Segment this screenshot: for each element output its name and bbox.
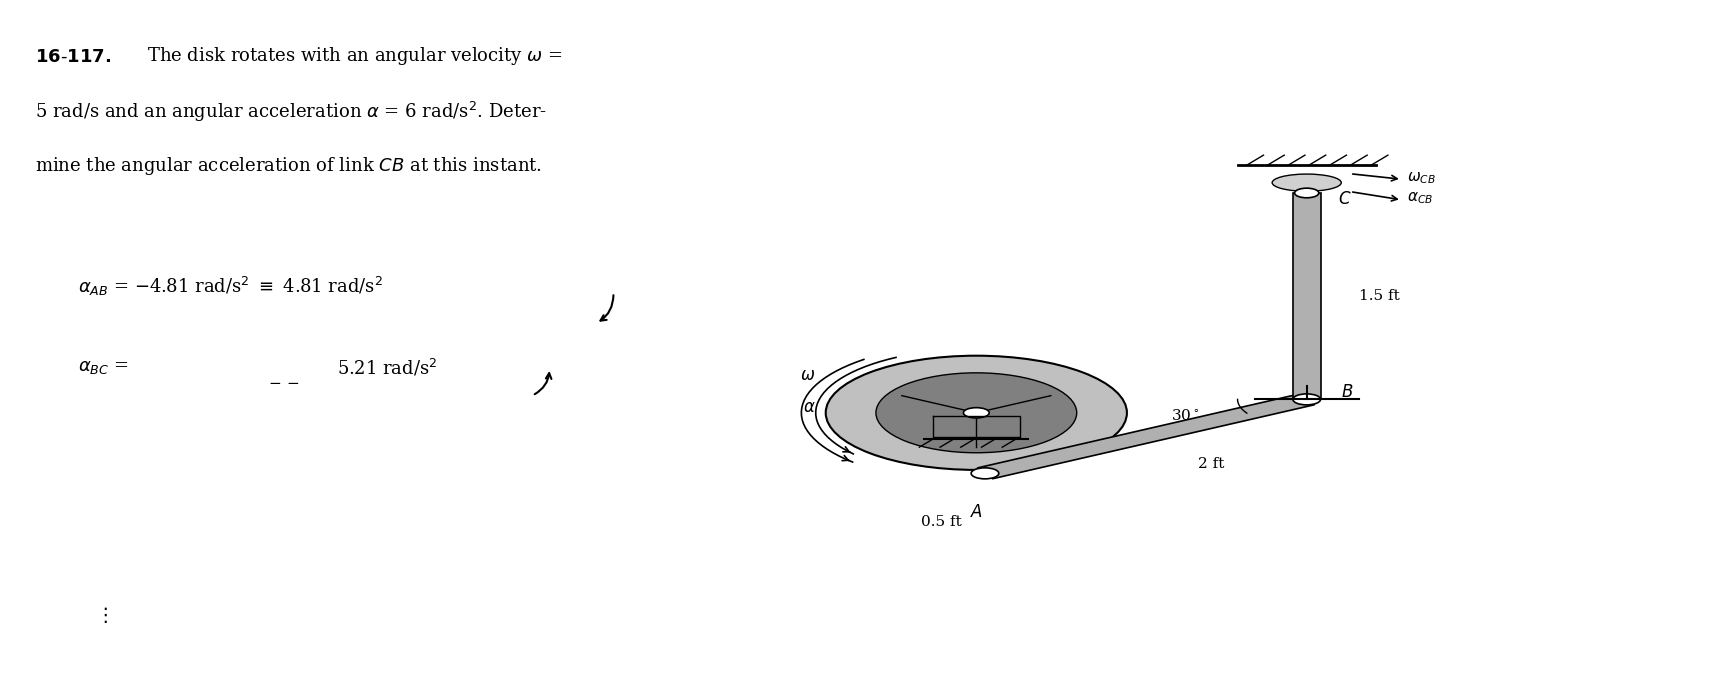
Text: $\mathbf{16\text{-}117.}$: $\mathbf{16\text{-}117.}$ (35, 48, 111, 66)
Text: 30$^\circ$: 30$^\circ$ (1172, 409, 1199, 424)
Text: 5.21 rad/s$^2$: 5.21 rad/s$^2$ (337, 358, 437, 379)
Text: 2 ft: 2 ft (1198, 457, 1223, 471)
Ellipse shape (964, 408, 988, 418)
Circle shape (1293, 394, 1320, 405)
Polygon shape (1293, 193, 1320, 399)
Text: $\vdots$: $\vdots$ (95, 605, 107, 625)
Text: $\alpha_{CB}$: $\alpha_{CB}$ (1407, 191, 1433, 206)
Text: 5 rad/s and an angular acceleration $\alpha$ = 6 rad/s$^2$. Deter-: 5 rad/s and an angular acceleration $\al… (35, 100, 546, 124)
Ellipse shape (876, 373, 1077, 453)
Text: $B$: $B$ (1341, 384, 1353, 401)
Text: $-\,-$: $-\,-$ (268, 375, 299, 389)
Ellipse shape (826, 356, 1127, 470)
Text: mine the angular acceleration of link $CB$ at this instant.: mine the angular acceleration of link $C… (35, 155, 541, 177)
Text: 0.5 ft: 0.5 ft (921, 515, 962, 528)
Text: $\alpha_{AB}$ = $-$4.81 rad/s$^2$ $\equiv$ 4.81 rad/s$^2$: $\alpha_{AB}$ = $-$4.81 rad/s$^2$ $\equi… (78, 275, 384, 299)
Text: $\omega$: $\omega$ (800, 367, 816, 383)
Text: 1.5 ft: 1.5 ft (1358, 289, 1400, 303)
Circle shape (1294, 188, 1318, 198)
Polygon shape (978, 394, 1315, 479)
Text: $\omega_{CB}$: $\omega_{CB}$ (1407, 170, 1436, 186)
Text: The disk rotates with an angular velocity $\omega$ =: The disk rotates with an angular velocit… (147, 45, 563, 67)
Text: $\alpha_{BC}$ =: $\alpha_{BC}$ = (78, 358, 128, 376)
Text: $A$: $A$ (969, 504, 983, 522)
Circle shape (971, 468, 999, 479)
Text: $\alpha$: $\alpha$ (804, 398, 816, 416)
Text: $C$: $C$ (1337, 191, 1351, 208)
Ellipse shape (1272, 174, 1341, 191)
